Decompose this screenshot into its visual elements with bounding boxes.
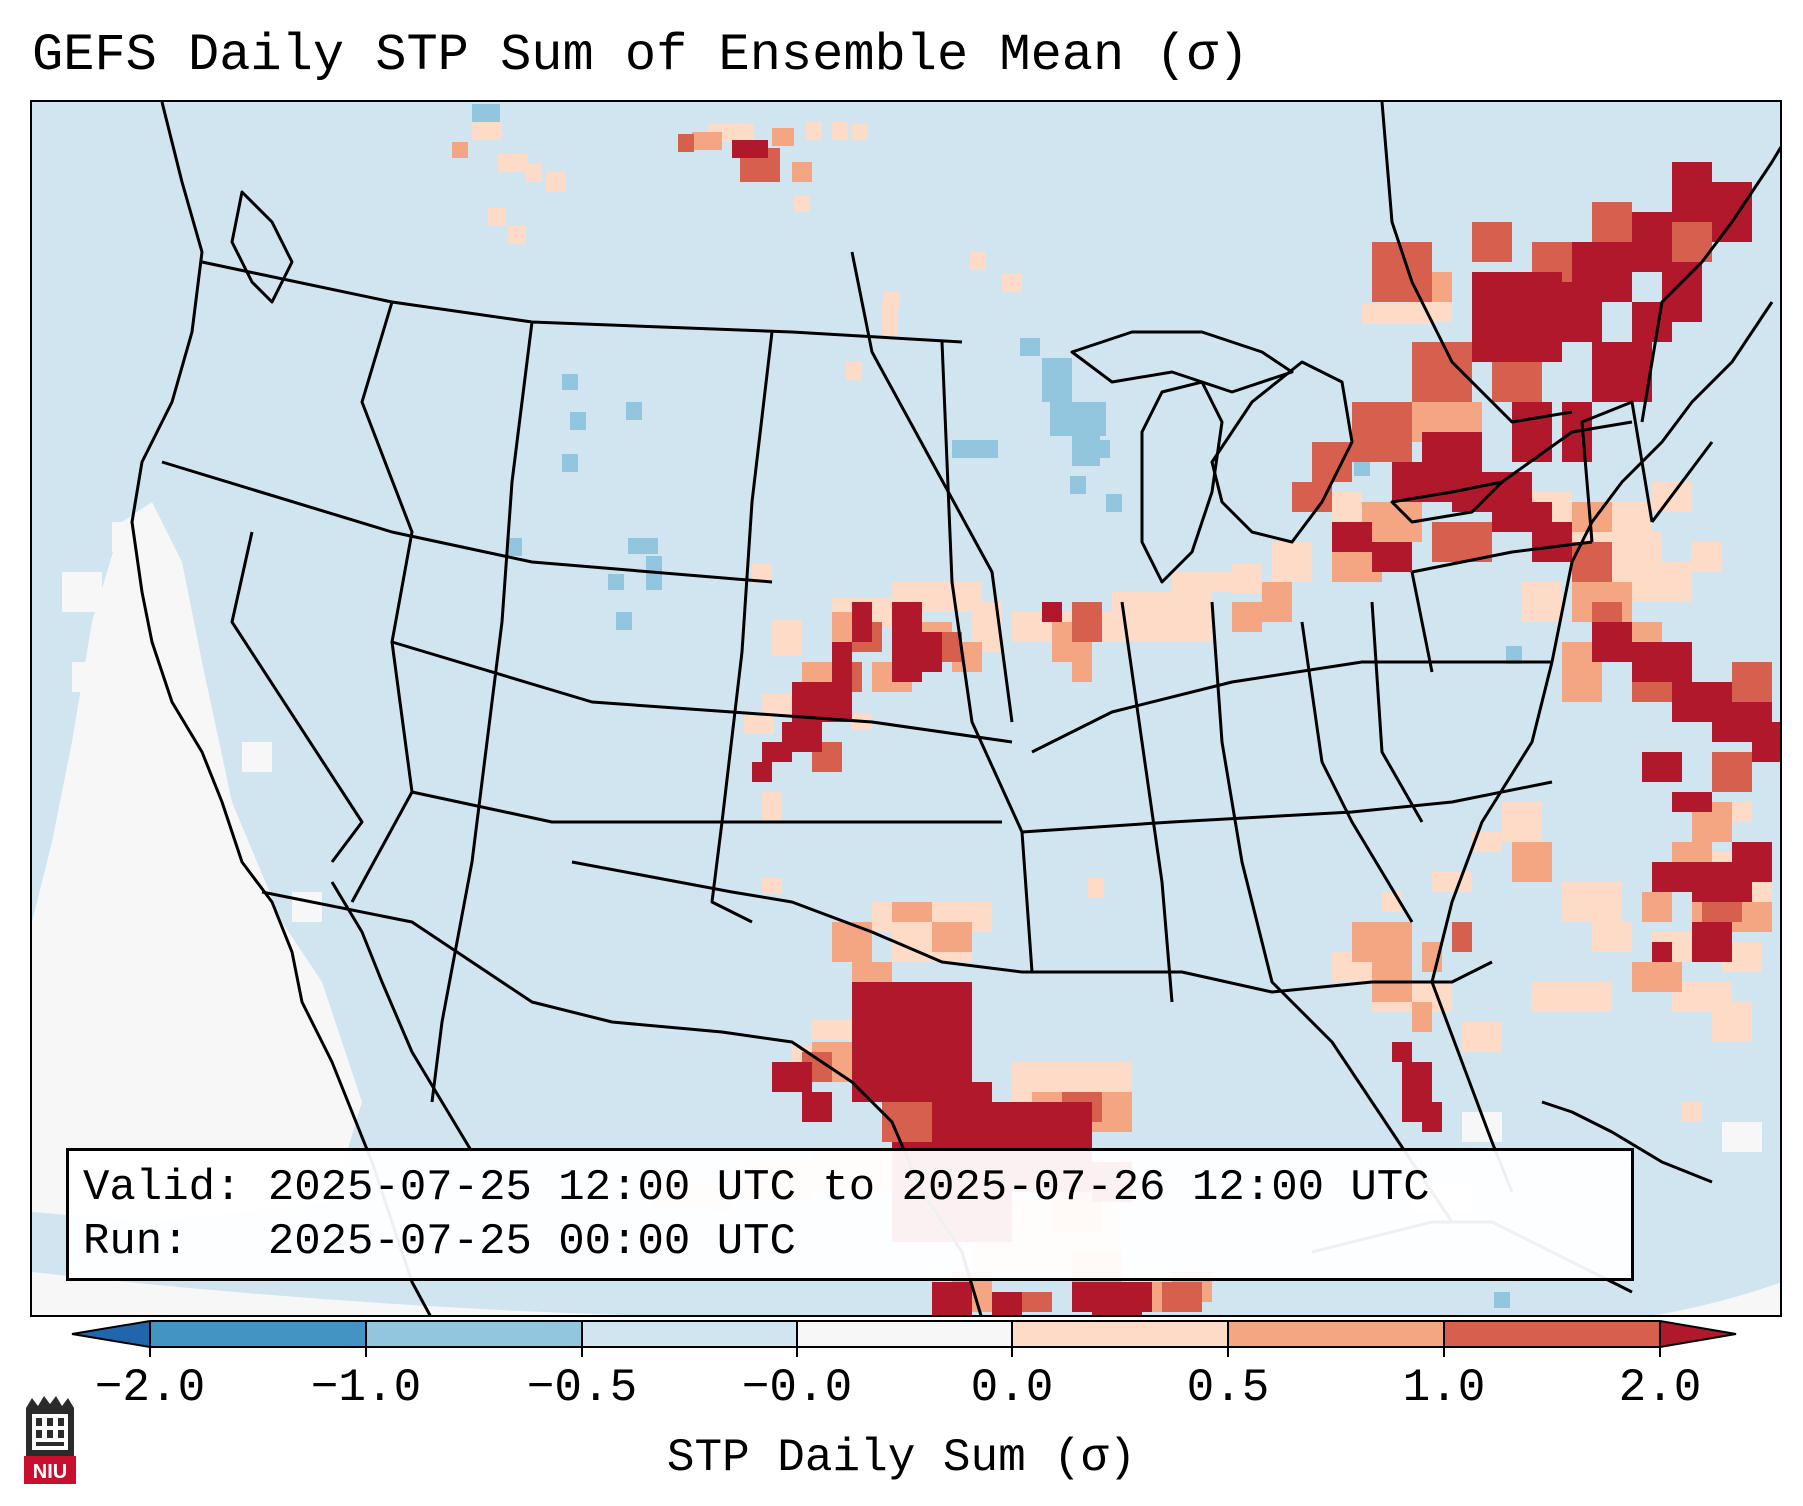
colorbar-segment bbox=[1012, 1321, 1228, 1347]
colorbar-extend-max bbox=[1660, 1321, 1736, 1347]
map-boundaries bbox=[130, 102, 1780, 1315]
logo-text: NIU bbox=[33, 1461, 67, 1483]
colorbar-segment bbox=[582, 1321, 797, 1347]
colorbar-segment bbox=[1444, 1321, 1660, 1347]
valid-run-info-box: Valid: 2025-07-25 12:00 UTC to 2025-07-2… bbox=[66, 1148, 1634, 1281]
colorbar-tick-label: −2.0 bbox=[94, 1362, 206, 1414]
colorbar-tick-label: 1.0 bbox=[1402, 1362, 1486, 1414]
map-canvas bbox=[32, 102, 1780, 1315]
run-time-text: Run: 2025-07-25 00:00 UTC bbox=[83, 1217, 796, 1267]
colorbar-tick-label: 0.0 bbox=[970, 1362, 1054, 1414]
colorbar-segment bbox=[150, 1321, 366, 1347]
positive-cells bbox=[678, 134, 1772, 1312]
colorbar-segment bbox=[366, 1321, 582, 1347]
colorbar-tick-label: 2.0 bbox=[1618, 1362, 1702, 1414]
colorbar-segment bbox=[1228, 1321, 1444, 1347]
colorbar-segment bbox=[797, 1321, 1012, 1347]
colorbar-label: STP Daily Sum (σ) bbox=[666, 1432, 1137, 1484]
map-panel[interactable] bbox=[30, 100, 1782, 1317]
colorbar-tick-label: 0.5 bbox=[1186, 1362, 1270, 1414]
colorbar-extend-min bbox=[72, 1321, 150, 1347]
colorbar-tick-label: −1.0 bbox=[310, 1362, 422, 1414]
niu-logo: NIU bbox=[24, 1396, 76, 1484]
colorbar-tick-label: −0.0 bbox=[741, 1362, 853, 1414]
chart-title: GEFS Daily STP Sum of Ensemble Mean (σ) bbox=[32, 26, 1249, 85]
near-zero-field-pacific bbox=[32, 502, 1780, 1315]
valid-time-text: Valid: 2025-07-25 12:00 UTC to 2025-07-2… bbox=[83, 1163, 1430, 1213]
colorbar-outline bbox=[71, 1320, 1737, 1348]
colorbar-tick-label: −0.5 bbox=[526, 1362, 638, 1414]
